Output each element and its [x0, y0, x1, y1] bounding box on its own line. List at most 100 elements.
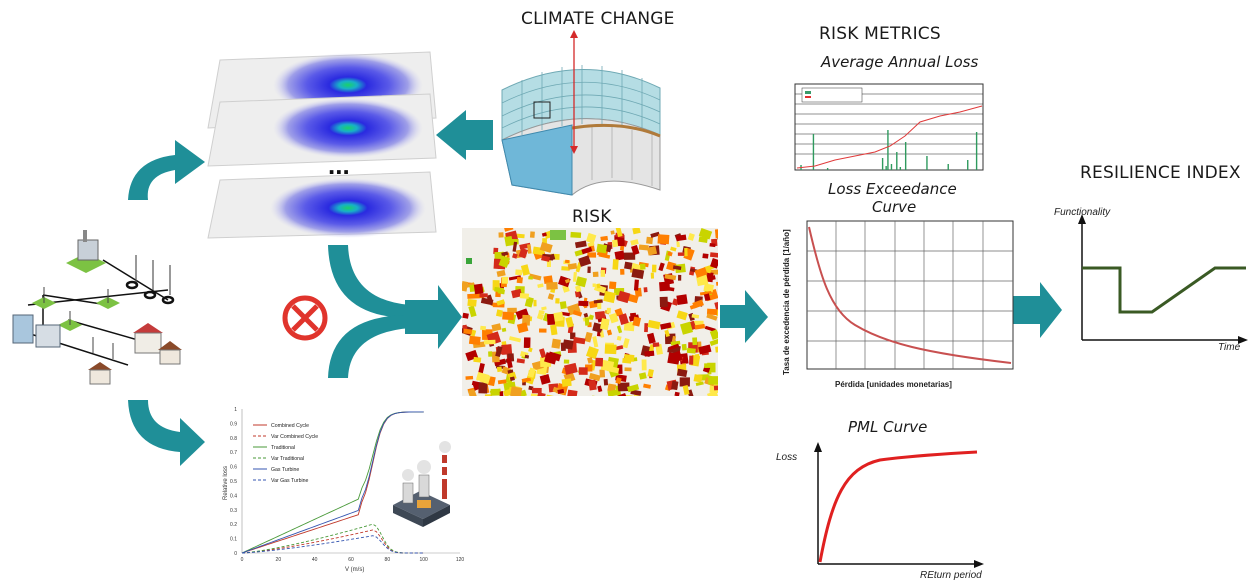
risk-building	[490, 388, 500, 396]
fragility-x-tick: 0	[241, 557, 244, 563]
risk-building	[592, 322, 604, 333]
arrow-hazard-to-risk	[328, 245, 410, 318]
risk-building	[694, 323, 706, 330]
infrastructure-network-illustration	[12, 230, 182, 385]
risk-building	[632, 228, 641, 235]
risk-metrics-title: RISK METRICS	[819, 24, 941, 44]
risk-building	[623, 252, 636, 260]
average-annual-loss-chart	[794, 83, 984, 171]
fragility-legend-label: Traditional	[271, 445, 295, 451]
risk-building	[675, 234, 687, 242]
risk-map	[462, 228, 718, 396]
risk-building	[553, 311, 564, 322]
climate-change-title: CLIMATE CHANGE	[521, 9, 675, 29]
risk-building	[600, 235, 608, 242]
risk-building	[546, 260, 551, 268]
risk-building	[594, 310, 606, 320]
risk-building	[623, 321, 635, 332]
loss-exceedance-curve-chart: Pérdida [unidades monetarias] Tasa de ex…	[782, 220, 1014, 389]
risk-building	[495, 309, 503, 317]
risk-building	[617, 290, 631, 304]
risk-building	[524, 354, 530, 359]
risk-building	[607, 389, 619, 396]
risk-building	[585, 232, 597, 244]
risk-building	[497, 288, 505, 295]
risk-building	[644, 323, 649, 333]
risk-building	[476, 371, 490, 383]
risk-building	[560, 311, 570, 317]
risk-building	[530, 393, 540, 396]
risk-building	[603, 378, 609, 386]
risk-building	[463, 328, 473, 335]
risk-building	[676, 241, 680, 248]
risk-building	[541, 255, 551, 262]
risk-building	[612, 259, 619, 270]
risk-building	[510, 386, 523, 396]
arrow-risk-to-metrics	[720, 290, 768, 343]
risk-building	[478, 363, 485, 374]
fragility-series-line	[241, 411, 424, 554]
fragility-y-tick: 0.8	[230, 436, 237, 442]
risk-building	[480, 297, 494, 306]
risk-building	[541, 306, 547, 311]
risk-building	[572, 272, 577, 282]
risk-building	[468, 305, 477, 318]
risk-building	[465, 375, 474, 380]
risk-building	[694, 267, 708, 278]
risk-building	[652, 342, 660, 348]
aal-bar	[885, 166, 887, 170]
risk-building	[578, 255, 592, 267]
risk-building	[501, 276, 509, 284]
risk-building	[529, 231, 535, 238]
risk-building	[551, 338, 561, 349]
risk-building	[584, 317, 590, 326]
fragility-x-tick: 100	[419, 557, 428, 563]
risk-building	[501, 251, 509, 257]
risk-building	[498, 255, 511, 268]
aal-bar	[975, 132, 978, 170]
risk-building	[617, 382, 630, 392]
risk-building	[612, 239, 619, 248]
risk-building	[479, 293, 488, 298]
risk-building	[515, 269, 523, 276]
risk-building	[528, 273, 542, 281]
risk-building	[703, 293, 711, 302]
risk-building	[583, 312, 589, 318]
risk-building	[686, 347, 696, 354]
risk-building	[713, 385, 718, 391]
fragility-y-tick: 0.5	[230, 479, 237, 485]
aal-bar	[899, 167, 902, 170]
risk-building	[575, 276, 587, 288]
risk-building	[679, 377, 690, 387]
risk-building	[657, 234, 670, 245]
risk-building	[698, 236, 708, 243]
risk-building	[671, 380, 679, 391]
risk-building	[473, 283, 484, 295]
risk-building	[509, 336, 522, 343]
hazard-layer-2	[207, 93, 437, 167]
resilience-ylabel: Functionality	[1054, 207, 1111, 218]
risk-building	[531, 387, 542, 394]
risk-building	[638, 372, 647, 380]
risk-building	[588, 372, 601, 382]
risk-building	[608, 312, 619, 324]
risk-building	[563, 362, 578, 375]
risk-building	[659, 296, 668, 308]
risk-building	[691, 314, 700, 319]
arrow-network-to-hazard	[128, 140, 205, 200]
fragility-series-line	[241, 523, 424, 554]
aal-bar	[826, 168, 829, 170]
risk-building	[687, 233, 695, 241]
risk-building	[599, 318, 610, 331]
risk-building	[614, 250, 626, 261]
risk-building	[668, 343, 680, 351]
risk-building	[651, 264, 657, 273]
risk-building	[596, 243, 608, 254]
risk-building	[497, 379, 507, 385]
risk-building	[587, 266, 591, 274]
risk-building	[539, 374, 551, 385]
risk-building	[480, 325, 487, 331]
risk-building	[521, 377, 532, 383]
risk-building	[709, 243, 716, 248]
